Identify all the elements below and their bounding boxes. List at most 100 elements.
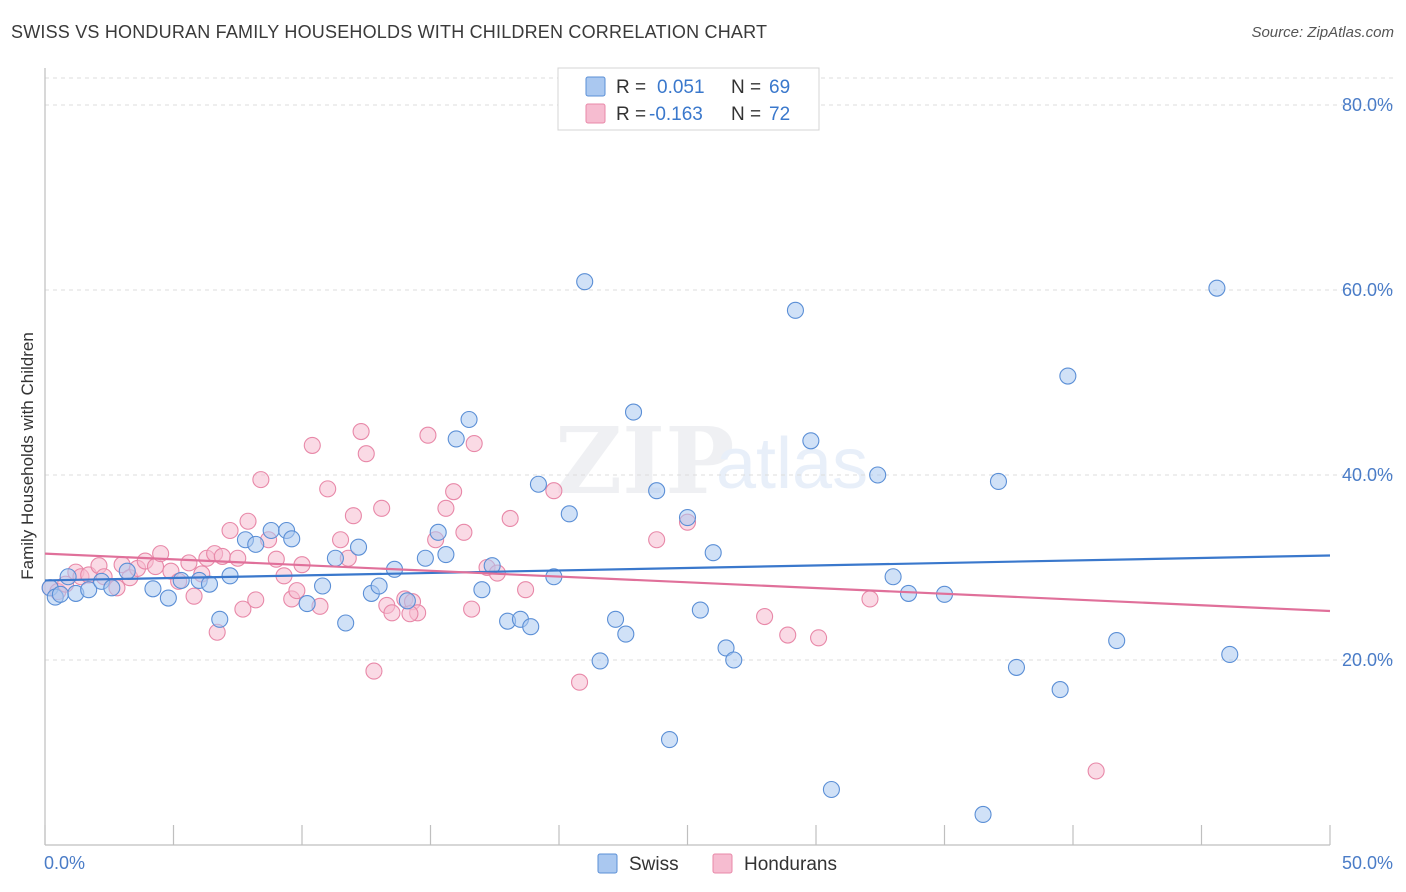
swiss-point (1208, 279, 1226, 297)
swiss-point (1108, 632, 1126, 650)
swiss-point (398, 592, 416, 610)
swiss-point (144, 580, 162, 598)
swiss-point (429, 523, 447, 541)
swiss-point (103, 579, 121, 597)
swiss-point (529, 475, 547, 493)
y-tick-label: 20.0% (1342, 650, 1393, 670)
hondurans-point (383, 604, 401, 622)
swiss-point (1221, 645, 1239, 664)
swiss-point (802, 432, 820, 450)
legend-n-label-hondurans: N = (731, 104, 761, 125)
hondurans-point (229, 549, 247, 567)
swiss-point (283, 530, 301, 548)
swiss-point (326, 549, 344, 567)
hondurans-point (545, 482, 563, 500)
hondurans-point (239, 512, 257, 530)
source-label: Source: ZipAtlas.com (1251, 24, 1394, 41)
watermark-atlas: atlas (716, 424, 868, 504)
x-tick-label-max: 50.0% (1342, 853, 1393, 873)
swiss-point (624, 403, 643, 421)
swiss-point (159, 589, 177, 607)
swiss-point (118, 562, 136, 580)
hondurans-point (365, 662, 383, 680)
swiss-point (617, 625, 635, 643)
swiss-point (314, 577, 332, 595)
bottom-legend-label-hondurans: Hondurans (744, 854, 837, 875)
swiss-point (59, 568, 77, 586)
bottom-legend-swatch-swiss (597, 853, 618, 874)
swiss-point (172, 571, 190, 590)
hondurans-point (1087, 762, 1105, 780)
hondurans-point (571, 673, 589, 691)
hondurans-point (445, 483, 463, 501)
hondurans-point (437, 499, 455, 517)
swiss-point (822, 780, 840, 799)
swiss-point (1007, 658, 1026, 676)
legend-r-label-hondurans: R = (616, 104, 646, 125)
hondurans-point (779, 626, 797, 644)
swiss-point (717, 639, 735, 657)
swiss-point (869, 466, 887, 484)
swiss-point (606, 610, 625, 628)
bottom-legend-swatch-hondurans (712, 853, 733, 874)
swiss-point (473, 581, 491, 599)
hondurans-point (810, 629, 828, 647)
hondurans-point (247, 591, 265, 609)
swiss-point (786, 301, 804, 319)
x-tick-label-min: 0.0% (44, 853, 85, 873)
swiss-point (437, 545, 455, 564)
legend-n-value-hondurans: 72 (769, 104, 790, 125)
x-ticks (44, 825, 1331, 845)
hondurans-point (303, 436, 321, 454)
swiss-point (447, 430, 465, 448)
swiss-point (416, 549, 434, 567)
hondurans-point (357, 445, 375, 463)
hondurans-point (517, 581, 535, 599)
swiss-point (989, 472, 1008, 491)
bottom-legend: Swiss Hondurans (597, 853, 837, 875)
hondurans-point (221, 521, 239, 540)
swiss-point (691, 601, 709, 619)
swiss-point (211, 610, 229, 628)
hondurans-point (455, 523, 473, 541)
legend-swatch-swiss (585, 76, 606, 97)
legend-r-label-swiss: R = (616, 77, 646, 98)
y-tick-label: 40.0% (1342, 465, 1393, 485)
hondurans-point (352, 422, 370, 441)
hondurans-point (463, 600, 481, 618)
swiss-point (678, 508, 697, 527)
legend-box: R = 0.051 N = 69 R = -0.163 N = 72 (557, 67, 820, 131)
swiss-point (349, 538, 368, 556)
swiss-point (560, 505, 578, 523)
hondurans-point (373, 499, 391, 517)
y-axis-label: Family Households with Children (18, 332, 37, 580)
swiss-point (51, 585, 69, 603)
hondurans-point (288, 582, 306, 600)
swiss-point (884, 568, 902, 586)
bottom-legend-label-swiss: Swiss (629, 854, 679, 875)
hondurans-point (648, 531, 666, 549)
legend-n-label-swiss: N = (731, 77, 761, 98)
swiss-point (370, 577, 388, 595)
swiss-point (80, 581, 98, 599)
legend-r-value-swiss: 0.051 (657, 77, 705, 98)
swiss-point (298, 595, 316, 613)
hondurans-point (465, 434, 483, 453)
trend-lines (44, 552, 1331, 613)
hondurans-point (185, 587, 203, 605)
legend-swatch-hondurans (585, 103, 606, 124)
swiss-point (1051, 681, 1069, 699)
trend-line-hondurans (44, 552, 1331, 613)
hondurans-point (861, 590, 879, 608)
watermark: ZIP atlas (555, 407, 868, 515)
trend-line-swiss (44, 554, 1331, 582)
swiss-point (522, 618, 540, 636)
hondurans-point (756, 607, 774, 626)
swiss-point (974, 805, 992, 824)
swiss-point (648, 482, 666, 500)
y-tick-label: 60.0% (1342, 280, 1393, 300)
hondurans-point (234, 600, 252, 618)
swiss-point (1059, 367, 1077, 385)
hondurans-point (252, 471, 270, 489)
